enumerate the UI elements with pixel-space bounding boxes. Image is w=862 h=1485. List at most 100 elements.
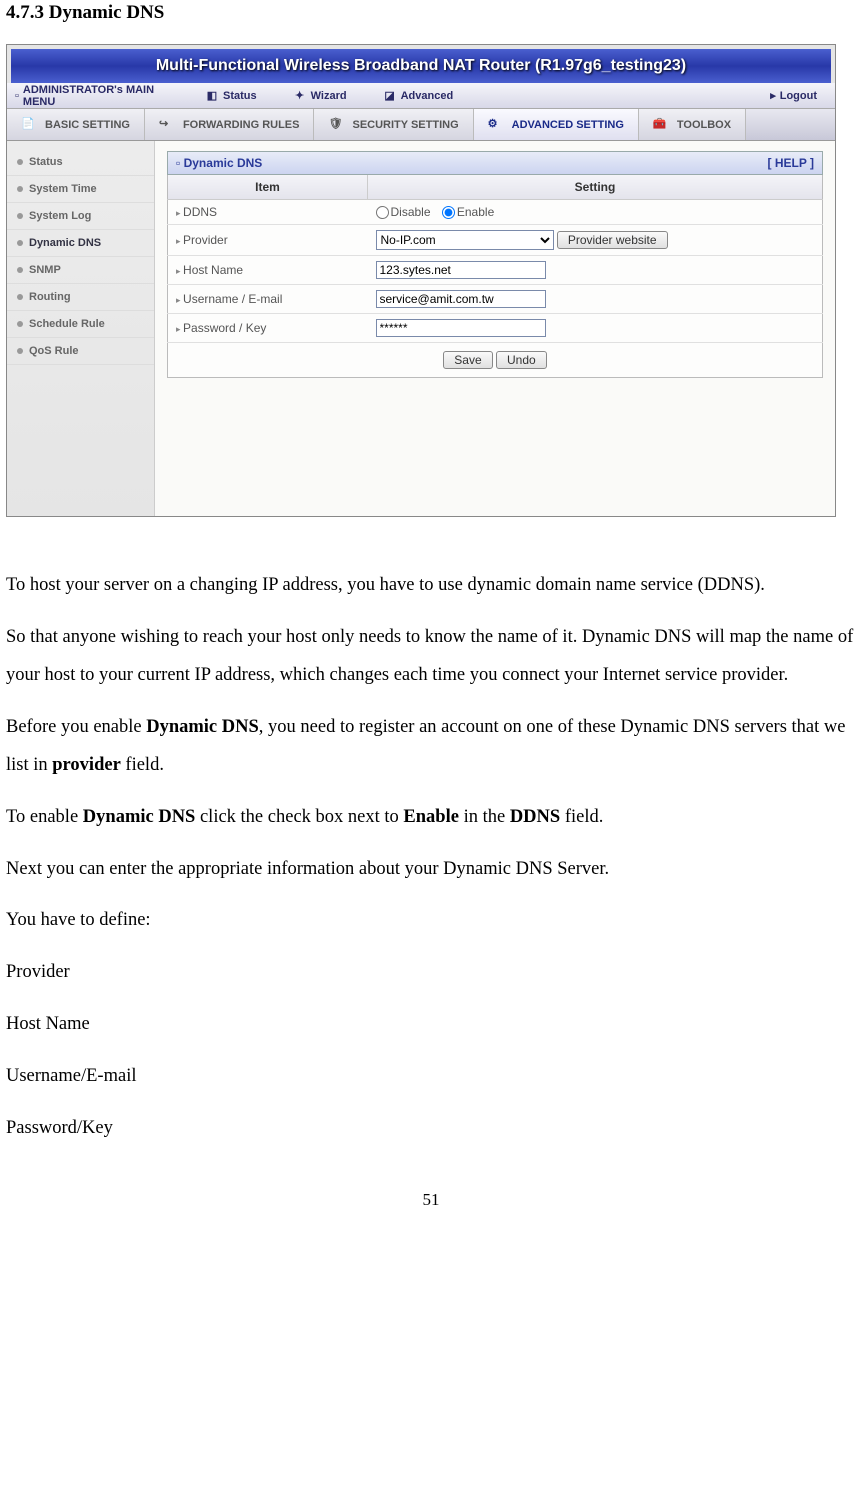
bullet-icon	[17, 186, 23, 192]
sidebar-item-routing[interactable]: Routing	[7, 284, 154, 311]
wizard-icon: ✦	[293, 89, 307, 103]
tab-security-setting[interactable]: 🛡 SECURITY SETTING	[314, 109, 473, 140]
sidebar-label: Dynamic DNS	[29, 237, 101, 249]
disable-label: Disable	[391, 205, 431, 219]
provider-select[interactable]: No-IP.com	[376, 230, 554, 250]
col-setting-header: Setting	[368, 175, 823, 200]
text-span: To enable	[6, 807, 83, 827]
square-icon: ▫	[176, 156, 184, 170]
menu-wizard-label: Wizard	[311, 90, 347, 102]
sidebar-item-system-time[interactable]: System Time	[7, 176, 154, 203]
provider-row-value: No-IP.com Provider website	[368, 225, 823, 256]
doc-list-provider: Provider	[6, 954, 856, 992]
bullet-icon	[17, 213, 23, 219]
sidebar-item-status[interactable]: Status	[7, 149, 154, 176]
sidebar-item-system-log[interactable]: System Log	[7, 203, 154, 230]
menu-logout[interactable]: ▸ Logout	[752, 89, 835, 102]
password-row-label: Password / Key	[168, 314, 368, 343]
menu-status-label: Status	[223, 90, 257, 102]
arrow-icon: ▸	[770, 89, 776, 102]
sidebar-label: Schedule Rule	[29, 318, 105, 330]
tab-bar: 📄 BASIC SETTING ↪ FORWARDING RULES 🛡 SEC…	[7, 109, 835, 141]
menu-status[interactable]: ◧ Status	[187, 89, 275, 103]
tab-toolbox[interactable]: 🧰 TOOLBOX	[639, 109, 746, 140]
tab-forwarding-rules[interactable]: ↪ FORWARDING RULES	[145, 109, 315, 140]
ddns-row-label: DDNS	[168, 200, 368, 225]
router-title-bar: Multi-Functional Wireless Broadband NAT …	[7, 45, 835, 83]
bold-span: provider	[52, 755, 121, 775]
save-button[interactable]: Save	[443, 351, 492, 369]
advanced-icon: ◪	[383, 89, 397, 103]
settings-table: Item Setting DDNS Disable Enable Provide…	[167, 175, 823, 343]
doc-list-hostname: Host Name	[6, 1006, 856, 1044]
sidebar-label: System Time	[29, 183, 97, 195]
bold-span: DDNS	[510, 807, 560, 827]
bold-span: Dynamic DNS	[146, 717, 259, 737]
panel-header: ▫ Dynamic DNS [ HELP ]	[167, 151, 823, 175]
bullet-icon	[17, 348, 23, 354]
ddns-row-value: Disable Enable	[368, 200, 823, 225]
hostname-row-value	[368, 256, 823, 285]
sidebar-item-snmp[interactable]: SNMP	[7, 257, 154, 284]
text-span: in the	[459, 807, 510, 827]
sidebar-label: System Log	[29, 210, 91, 222]
provider-website-button[interactable]: Provider website	[557, 231, 668, 249]
doc-paragraph-2: So that anyone wishing to reach your hos…	[6, 619, 856, 695]
bullet-icon	[17, 240, 23, 246]
password-input[interactable]	[376, 319, 546, 337]
hostname-row-label: Host Name	[168, 256, 368, 285]
doc-paragraph-3: Before you enable Dynamic DNS, you need …	[6, 709, 856, 785]
basic-icon: 📄	[21, 117, 39, 133]
doc-list-username: Username/E-mail	[6, 1058, 856, 1096]
sidebar-label: Routing	[29, 291, 71, 303]
menu-wizard[interactable]: ✦ Wizard	[275, 89, 365, 103]
bold-span: Enable	[403, 807, 459, 827]
sidebar-label: QoS Rule	[29, 345, 79, 357]
menu-logout-label: Logout	[780, 90, 817, 102]
doc-paragraph-4: To enable Dynamic DNS click the check bo…	[6, 799, 856, 837]
username-row-value	[368, 285, 823, 314]
bullet-icon	[17, 267, 23, 273]
tab-basic-label: BASIC SETTING	[45, 119, 130, 131]
help-link[interactable]: [ HELP ]	[768, 156, 814, 170]
button-row: Save Undo	[167, 343, 823, 378]
enable-label: Enable	[457, 205, 494, 219]
menu-advanced[interactable]: ◪ Advanced	[365, 89, 472, 103]
tab-advanced-label: ADVANCED SETTING	[512, 119, 624, 131]
username-row-label: Username / E-mail	[168, 285, 368, 314]
text-span: field.	[121, 755, 164, 775]
username-input[interactable]	[376, 290, 546, 308]
advanced-tab-icon: ⚙	[488, 117, 506, 133]
tab-basic-setting[interactable]: 📄 BASIC SETTING	[7, 109, 145, 140]
admin-menu-text: ADMINISTRATOR's MAIN MENU	[23, 84, 169, 108]
ddns-enable-radio[interactable]	[442, 206, 455, 219]
sidebar-label: SNMP	[29, 264, 61, 276]
text-span: click the check box next to	[195, 807, 403, 827]
doc-paragraph-1: To host your server on a changing IP add…	[6, 567, 856, 605]
col-item-header: Item	[168, 175, 368, 200]
tab-advanced-setting[interactable]: ⚙ ADVANCED SETTING	[474, 109, 639, 140]
bullet-icon	[17, 159, 23, 165]
ddns-disable-radio[interactable]	[376, 206, 389, 219]
tab-forwarding-label: FORWARDING RULES	[183, 119, 300, 131]
doc-list-password: Password/Key	[6, 1110, 856, 1148]
content-area: ▫ Dynamic DNS [ HELP ] Item Setting DDNS…	[155, 141, 835, 516]
password-row-value	[368, 314, 823, 343]
status-icon: ◧	[205, 89, 219, 103]
admin-menu-label: ▫ ADMINISTRATOR's MAIN MENU	[7, 84, 187, 108]
security-icon: 🛡	[328, 117, 346, 133]
sidebar-label: Status	[29, 156, 63, 168]
doc-paragraph-6: You have to define:	[6, 902, 856, 940]
doc-paragraph-5: Next you can enter the appropriate infor…	[6, 851, 856, 889]
section-heading: 4.7.3 Dynamic DNS	[6, 2, 856, 24]
sidebar-item-dynamic-dns[interactable]: Dynamic DNS	[7, 230, 154, 257]
bold-span: Dynamic DNS	[83, 807, 196, 827]
forwarding-icon: ↪	[159, 117, 177, 133]
sidebar-item-schedule-rule[interactable]: Schedule Rule	[7, 311, 154, 338]
hostname-input[interactable]	[376, 261, 546, 279]
sidebar-item-qos-rule[interactable]: QoS Rule	[7, 338, 154, 365]
page-number: 51	[6, 1190, 856, 1210]
provider-row-label: Provider	[168, 225, 368, 256]
undo-button[interactable]: Undo	[496, 351, 547, 369]
sidebar: Status System Time System Log Dynamic DN…	[7, 141, 155, 516]
